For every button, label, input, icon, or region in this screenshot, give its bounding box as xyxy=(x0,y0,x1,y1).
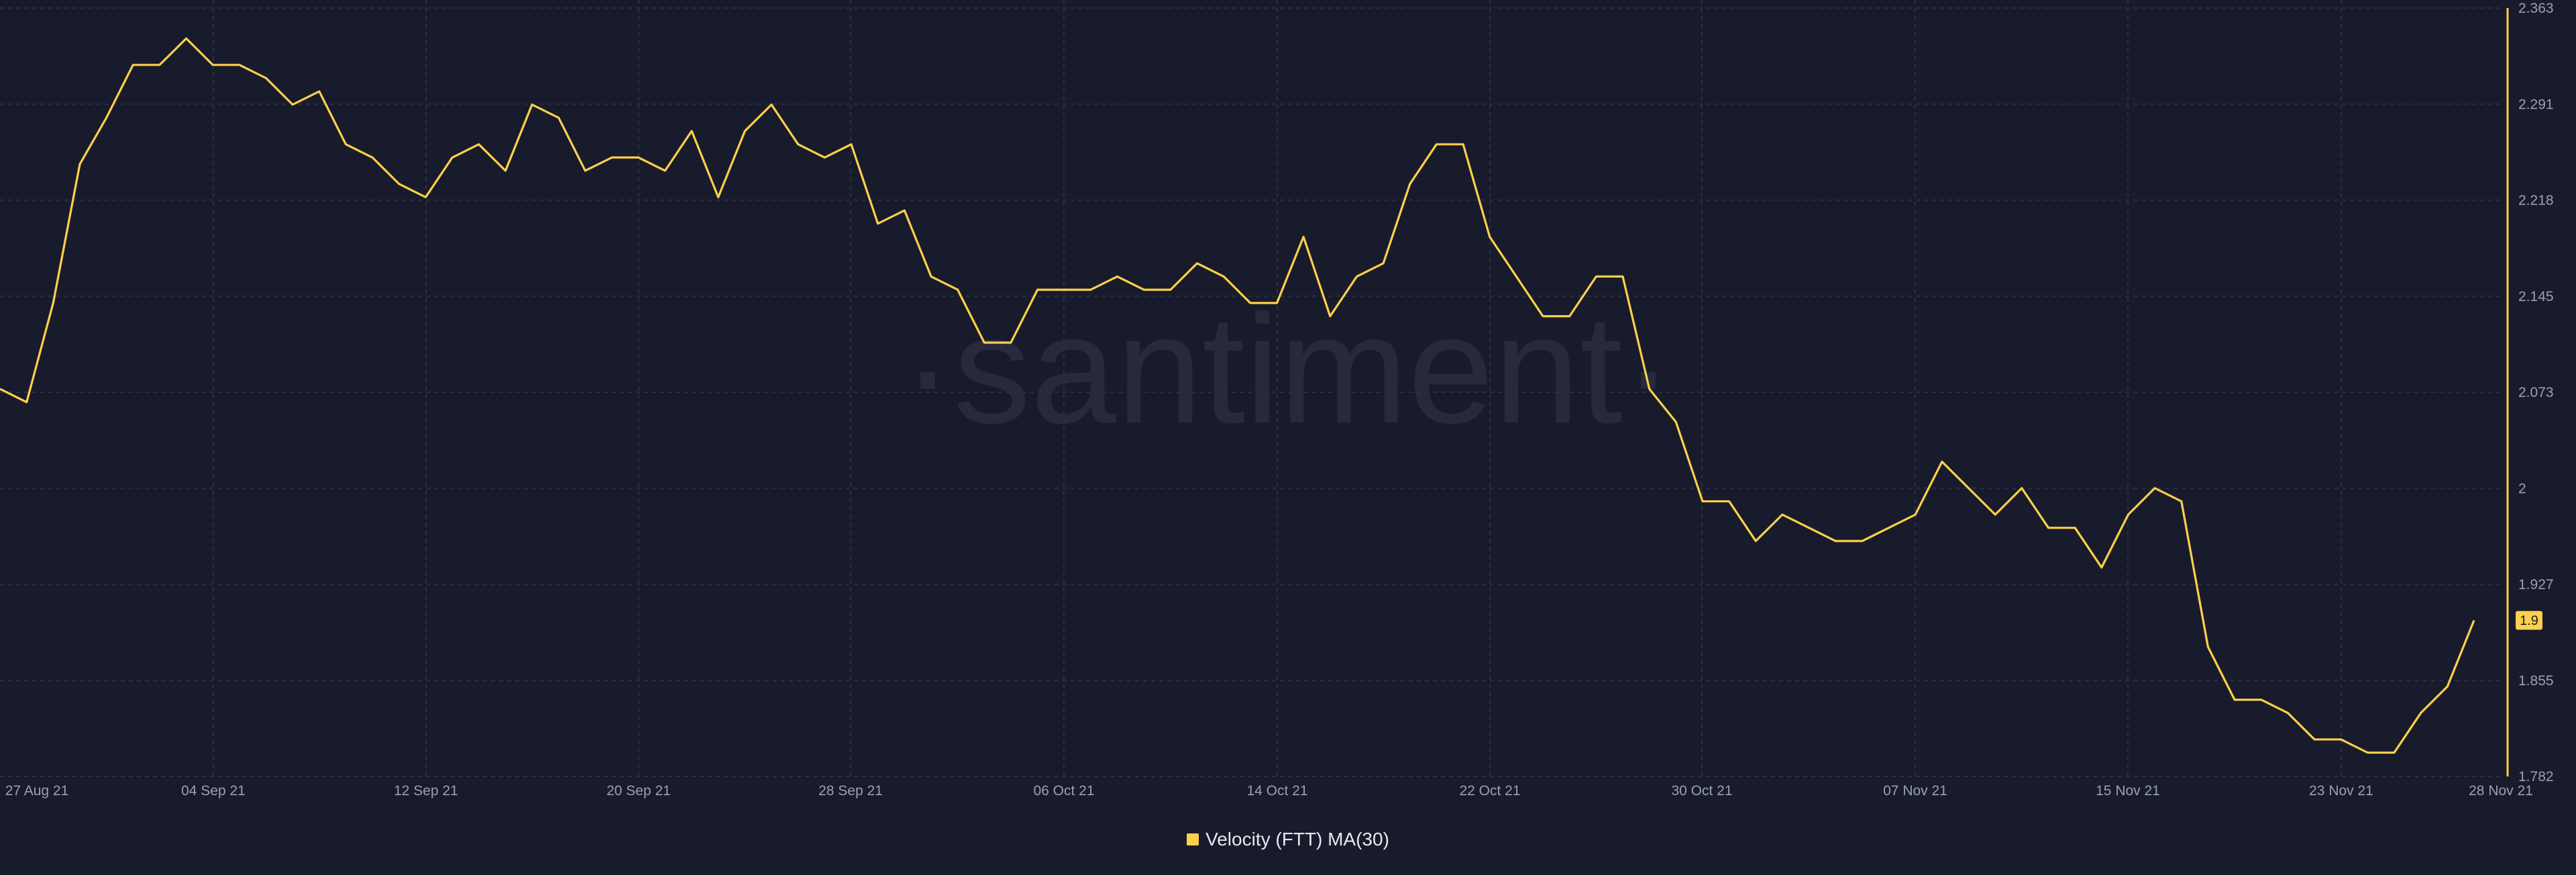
y-tick-label: 2.218 xyxy=(2518,193,2554,209)
santiment-watermark: ·santiment· xyxy=(902,283,1674,455)
y-tick-label: 2 xyxy=(2518,481,2526,496)
y-tick-label: 2.145 xyxy=(2518,289,2554,304)
y-tick-label: 2.291 xyxy=(2518,97,2554,112)
x-tick-label: 20 Sep 21 xyxy=(606,783,671,799)
x-tick-label: 14 Oct 21 xyxy=(1246,783,1307,799)
y-tick-label: 1.782 xyxy=(2518,769,2554,784)
x-tick-label: 27 Aug 21 xyxy=(5,783,69,799)
legend-color-swatch xyxy=(1187,833,1199,845)
x-tick-label: 06 Oct 21 xyxy=(1033,783,1094,799)
x-tick-label: 04 Sep 21 xyxy=(181,783,246,799)
last-value-badge: 1.9 xyxy=(2516,611,2542,630)
y-tick-label: 2.073 xyxy=(2518,385,2554,400)
x-tick-label: 22 Oct 21 xyxy=(1459,783,1520,799)
last-value-badge-text: 1.9 xyxy=(2520,614,2538,628)
y-tick-label: 1.927 xyxy=(2518,577,2554,593)
x-tick-label: 12 Sep 21 xyxy=(394,783,458,799)
x-tick-label: 28 Sep 21 xyxy=(818,783,883,799)
x-tick-label: 28 Nov 21 xyxy=(2469,783,2533,799)
y-tick-label: 2.363 xyxy=(2518,1,2554,16)
x-tick-label: 30 Oct 21 xyxy=(1671,783,1732,799)
x-tick-label: 23 Nov 21 xyxy=(2309,783,2373,799)
y-tick-label: 1.855 xyxy=(2518,673,2554,689)
x-tick-label: 15 Nov 21 xyxy=(2096,783,2160,799)
legend-label: Velocity (FTT) MA(30) xyxy=(1205,829,1389,850)
x-tick-label: 07 Nov 21 xyxy=(1883,783,1947,799)
legend[interactable]: Velocity (FTT) MA(30) xyxy=(0,826,2576,853)
